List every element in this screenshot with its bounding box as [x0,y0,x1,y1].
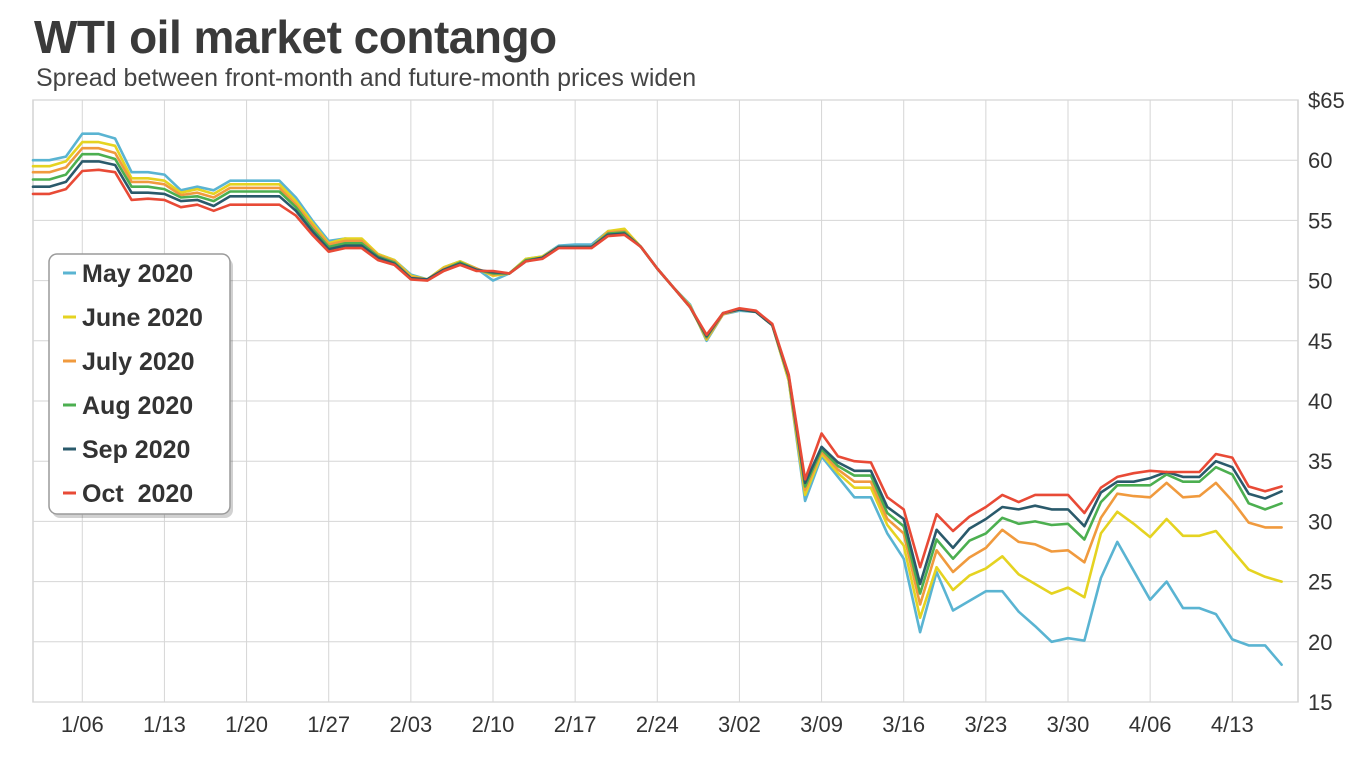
y-tick-label: 15 [1308,690,1332,715]
x-tick-label: 1/13 [143,712,186,737]
x-tick-label: 2/17 [554,712,597,737]
x-tick-label: 4/06 [1129,712,1172,737]
legend-label-sep-2020: Sep 2020 [82,436,190,464]
legend-label-aug-2020: Aug 2020 [82,392,193,420]
x-tick-label: 2/10 [472,712,515,737]
y-tick-label: 35 [1308,449,1332,474]
x-tick-label: 3/30 [1047,712,1090,737]
legend-label-may-2020: May 2020 [82,260,193,288]
x-tick-label: 3/09 [800,712,843,737]
x-tick-label: 3/16 [882,712,925,737]
y-tick-label: $65 [1308,88,1345,113]
grid [32,99,1299,703]
chart-subtitle: Spread between front-month and future-mo… [36,64,697,92]
y-tick-label: 50 [1308,269,1332,294]
x-tick-label: 2/03 [389,712,432,737]
legend-box [48,253,231,515]
y-tick-label: 20 [1308,630,1332,655]
series-lines [31,132,1283,667]
y-tick-label: 55 [1308,208,1332,233]
x-tick-label: 3/02 [718,712,761,737]
x-tick-label: 3/23 [964,712,1007,737]
y-tick-label: 60 [1308,148,1332,173]
legend: May 2020 June 2020 July 2020 Aug 2020 Sep 20… [48,253,233,518]
legend-label-july-2020: July 2020 [82,348,195,376]
chart-title: WTI oil market contango [34,11,557,63]
y-tick-label: 45 [1308,329,1332,354]
x-tick-label: 2/24 [636,712,679,737]
y-tick-label: 25 [1308,570,1332,595]
legend-label-oct-2020: Oct 2020 [82,480,193,508]
x-tick-label: 1/27 [307,712,350,737]
y-tick-label: 30 [1308,509,1332,534]
x-tick-label: 1/20 [225,712,268,737]
axes: $65 60 55 50 45 40 35 30 25 20 15 1/06 1/13 1/20 1/27 2… [61,88,1345,737]
x-tick-label: 4/13 [1211,712,1254,737]
series-line-oct-2020 [31,168,1283,569]
x-tick-label: 1/06 [61,712,104,737]
legend-label-june-2020: June 2020 [82,304,203,332]
y-tick-label: 40 [1308,389,1332,414]
